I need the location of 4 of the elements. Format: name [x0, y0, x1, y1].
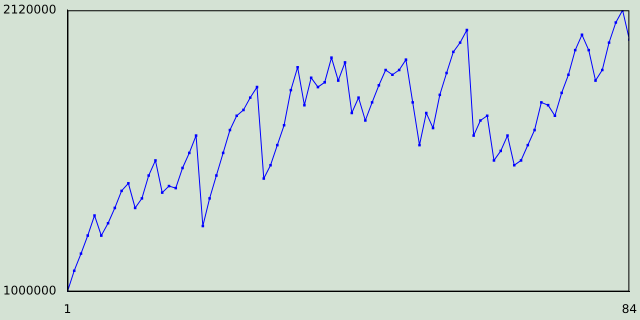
y-tick-label: 1000000	[2, 284, 56, 298]
x-tick-label: 1	[64, 302, 72, 316]
y-tick-label: 2120000	[2, 2, 56, 16]
x-tick-label: 84	[622, 302, 638, 316]
